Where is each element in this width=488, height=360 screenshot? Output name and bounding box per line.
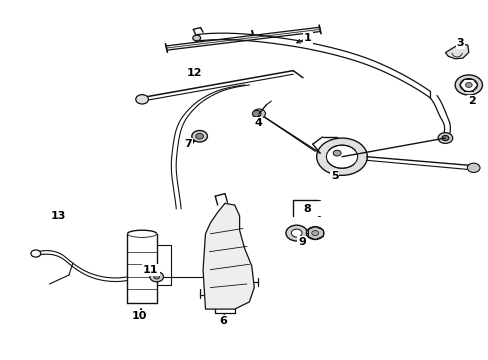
- Circle shape: [306, 226, 324, 239]
- Circle shape: [311, 230, 318, 235]
- Circle shape: [154, 275, 159, 279]
- Text: 9: 9: [298, 237, 305, 247]
- Text: 10: 10: [132, 311, 147, 320]
- Circle shape: [454, 75, 482, 95]
- Circle shape: [465, 82, 471, 87]
- Text: 6: 6: [219, 316, 226, 325]
- Circle shape: [285, 225, 307, 241]
- Text: 7: 7: [184, 139, 192, 149]
- Circle shape: [192, 35, 200, 41]
- Text: 8: 8: [303, 204, 310, 215]
- Circle shape: [191, 131, 207, 142]
- Circle shape: [291, 229, 302, 237]
- Circle shape: [437, 133, 452, 143]
- Circle shape: [150, 272, 163, 282]
- Text: 1: 1: [304, 33, 311, 42]
- Text: 13: 13: [50, 211, 66, 221]
- Circle shape: [316, 138, 366, 175]
- Text: 4: 4: [254, 118, 262, 128]
- Circle shape: [136, 95, 148, 104]
- Circle shape: [252, 111, 261, 117]
- Polygon shape: [165, 27, 320, 50]
- Circle shape: [441, 135, 448, 140]
- Text: 12: 12: [186, 68, 202, 78]
- Circle shape: [31, 250, 41, 257]
- Polygon shape: [203, 203, 254, 309]
- Text: 3: 3: [456, 38, 464, 48]
- Circle shape: [252, 109, 265, 118]
- Text: 5: 5: [330, 171, 338, 181]
- Text: 2: 2: [468, 96, 475, 106]
- Text: 11: 11: [143, 265, 158, 275]
- Circle shape: [195, 134, 203, 139]
- Circle shape: [332, 150, 340, 156]
- Circle shape: [459, 78, 477, 91]
- Circle shape: [326, 145, 357, 168]
- Circle shape: [467, 163, 479, 172]
- Polygon shape: [445, 44, 468, 59]
